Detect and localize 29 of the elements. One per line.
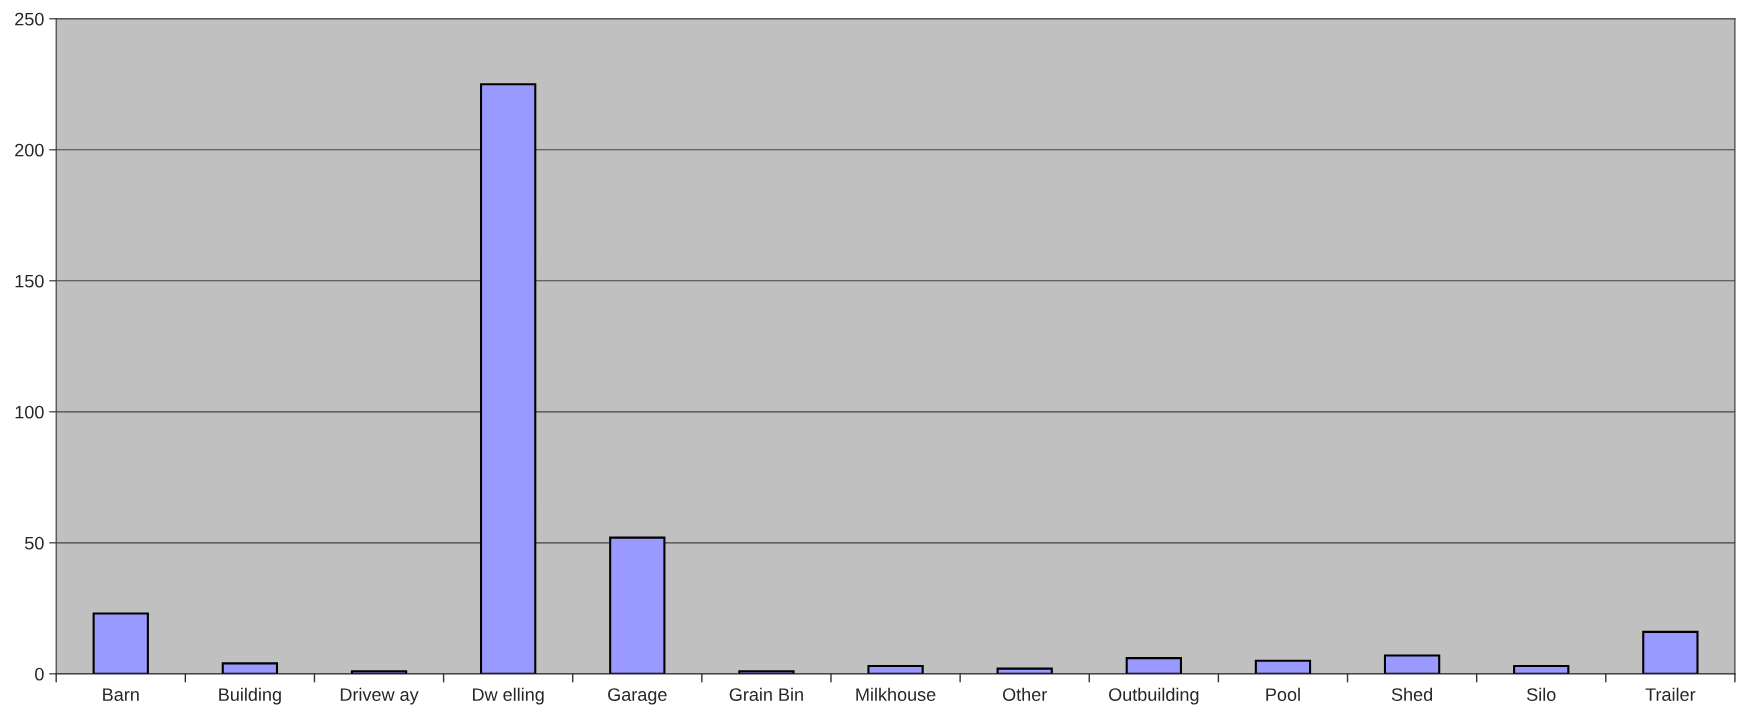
bar [1642,630,1699,674]
bar [480,83,537,674]
x-tick-label: Drivew ay [340,687,419,705]
bar [1125,657,1182,674]
bar [609,536,666,674]
x-tick-label: Building [219,687,281,705]
x-tick-label: Dw elling [473,687,544,705]
x-tick-label: Grain Bin [729,687,803,701]
x-tick-label: Trailer [1645,687,1696,701]
y-tick-label: 50 [25,536,44,550]
x-tick-label: Pool [1266,687,1300,701]
y-tick-label: 100 [15,405,44,419]
y-tick-label: 200 [15,143,44,157]
x-tick-label: Outbuilding [1109,687,1199,705]
x-tick-label: Barn [103,688,139,701]
y-tick-label: 250 [15,12,44,26]
x-tick-label: Shed [1391,687,1433,701]
bar [221,662,279,674]
bar [92,612,149,674]
y-tick-label: 0 [35,667,44,681]
bar [1254,659,1312,674]
bar [1383,654,1441,674]
bar [867,664,924,674]
x-tick-label: Milkhouse [856,687,936,701]
x-tick-label: Garage [608,688,667,705]
y-tick-label: 150 [15,274,44,288]
x-tick-label: Silo [1526,687,1556,701]
x-tick-label: Other [1002,687,1047,701]
bar [1513,664,1570,674]
